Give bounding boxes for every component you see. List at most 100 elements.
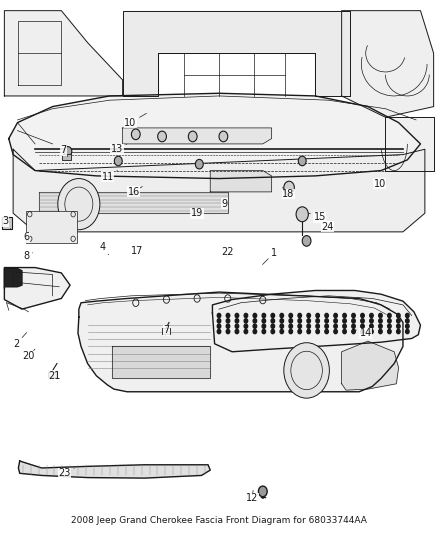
- Circle shape: [388, 329, 391, 334]
- Circle shape: [370, 329, 373, 334]
- Circle shape: [262, 313, 265, 318]
- Circle shape: [361, 313, 364, 318]
- Circle shape: [361, 319, 364, 323]
- Circle shape: [280, 319, 283, 323]
- Circle shape: [352, 313, 355, 318]
- Text: 2: 2: [14, 333, 27, 349]
- Text: 24: 24: [320, 219, 334, 231]
- Text: 15: 15: [309, 213, 326, 222]
- Circle shape: [325, 329, 328, 334]
- Circle shape: [406, 329, 409, 334]
- Circle shape: [271, 319, 275, 323]
- Text: 4: 4: [100, 243, 109, 255]
- Circle shape: [397, 319, 400, 323]
- Circle shape: [388, 313, 391, 318]
- Circle shape: [235, 313, 239, 318]
- Circle shape: [325, 324, 328, 328]
- Circle shape: [226, 319, 230, 323]
- Circle shape: [352, 324, 355, 328]
- Circle shape: [298, 156, 306, 166]
- Circle shape: [217, 324, 221, 328]
- Circle shape: [379, 324, 382, 328]
- Text: 6: 6: [23, 232, 29, 242]
- Circle shape: [289, 324, 293, 328]
- Circle shape: [244, 329, 247, 334]
- Circle shape: [262, 319, 265, 323]
- Circle shape: [334, 319, 337, 323]
- Text: 12: 12: [246, 490, 258, 503]
- Circle shape: [388, 324, 391, 328]
- Circle shape: [289, 319, 293, 323]
- Circle shape: [307, 329, 311, 334]
- Polygon shape: [39, 192, 228, 213]
- Polygon shape: [9, 93, 420, 179]
- Polygon shape: [4, 268, 70, 309]
- Polygon shape: [212, 290, 420, 352]
- Text: 21: 21: [49, 370, 61, 381]
- Polygon shape: [123, 128, 272, 144]
- Circle shape: [226, 324, 230, 328]
- Polygon shape: [13, 149, 425, 232]
- Polygon shape: [4, 269, 22, 287]
- Polygon shape: [112, 346, 210, 378]
- Circle shape: [388, 319, 391, 323]
- Circle shape: [379, 329, 382, 334]
- Text: 22: 22: [222, 247, 234, 257]
- Circle shape: [397, 329, 400, 334]
- Circle shape: [253, 329, 257, 334]
- Circle shape: [296, 207, 308, 222]
- Circle shape: [235, 324, 239, 328]
- Circle shape: [406, 313, 409, 318]
- Circle shape: [58, 179, 100, 230]
- Circle shape: [307, 324, 311, 328]
- Circle shape: [253, 324, 257, 328]
- Circle shape: [316, 329, 319, 334]
- Text: 10: 10: [124, 114, 147, 127]
- Circle shape: [114, 156, 122, 166]
- Circle shape: [298, 313, 301, 318]
- Bar: [62, 154, 71, 160]
- Circle shape: [64, 147, 72, 156]
- Circle shape: [235, 319, 239, 323]
- Polygon shape: [78, 292, 403, 392]
- Circle shape: [302, 236, 311, 246]
- Text: 18: 18: [282, 188, 294, 199]
- Circle shape: [334, 313, 337, 318]
- Text: 1: 1: [262, 248, 277, 264]
- Circle shape: [370, 324, 373, 328]
- Circle shape: [271, 329, 275, 334]
- Text: 20: 20: [22, 349, 35, 361]
- Circle shape: [217, 313, 221, 318]
- Circle shape: [226, 329, 230, 334]
- Circle shape: [289, 313, 293, 318]
- Circle shape: [406, 324, 409, 328]
- Circle shape: [298, 319, 301, 323]
- Circle shape: [244, 324, 247, 328]
- Circle shape: [217, 319, 221, 323]
- Circle shape: [280, 313, 283, 318]
- Circle shape: [379, 319, 382, 323]
- Polygon shape: [4, 11, 123, 96]
- Circle shape: [271, 313, 275, 318]
- Text: 19: 19: [191, 208, 203, 218]
- Bar: [48, 372, 56, 377]
- Circle shape: [361, 324, 364, 328]
- Circle shape: [298, 329, 301, 334]
- Polygon shape: [342, 11, 434, 117]
- Circle shape: [235, 329, 239, 334]
- Circle shape: [316, 319, 319, 323]
- Text: 10: 10: [374, 179, 386, 189]
- Circle shape: [271, 324, 275, 328]
- Circle shape: [325, 313, 328, 318]
- Circle shape: [284, 181, 294, 194]
- Circle shape: [262, 329, 265, 334]
- Polygon shape: [385, 117, 434, 171]
- Text: 13: 13: [111, 144, 127, 154]
- Circle shape: [217, 329, 221, 334]
- Bar: [26, 211, 77, 243]
- Circle shape: [284, 343, 329, 398]
- Circle shape: [280, 324, 283, 328]
- Circle shape: [262, 324, 265, 328]
- Circle shape: [352, 329, 355, 334]
- Circle shape: [325, 319, 328, 323]
